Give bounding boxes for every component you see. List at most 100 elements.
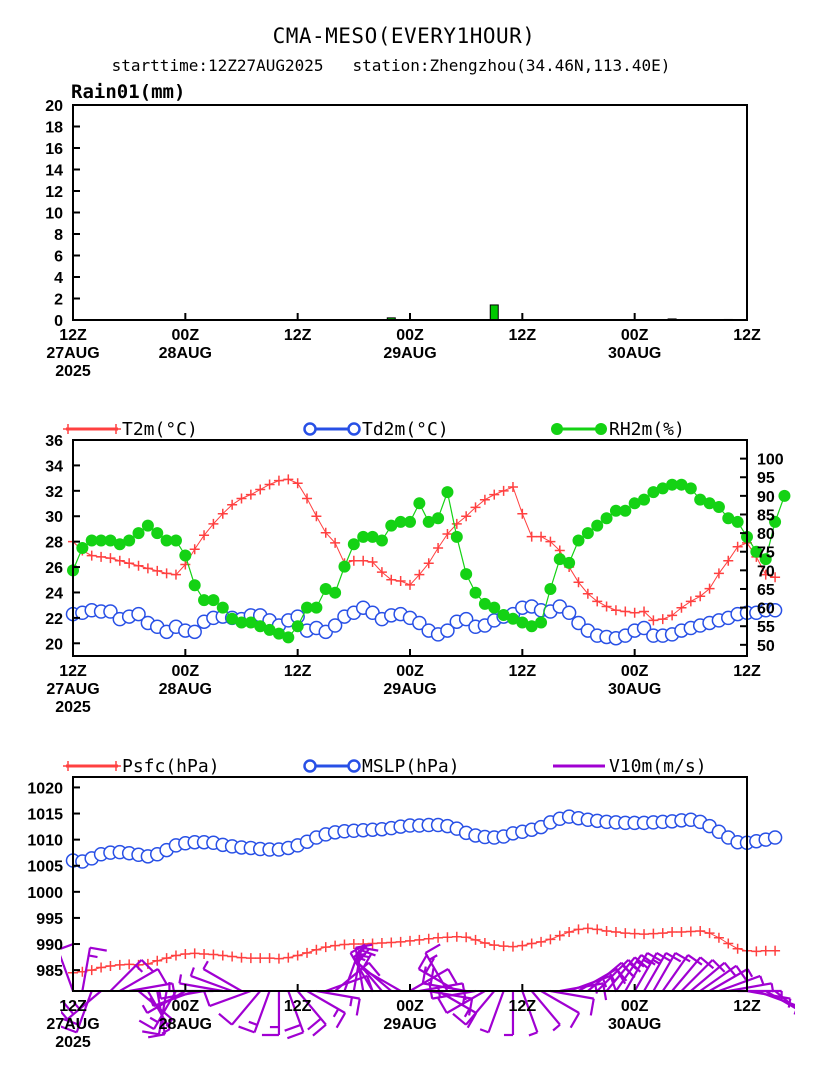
data-point [629, 928, 640, 939]
x-tick-label: 28AUG [159, 681, 212, 698]
data-point [395, 576, 406, 587]
y-tick-label: 36 [45, 433, 63, 450]
data-point [235, 616, 248, 629]
wind-barb [109, 959, 155, 992]
y-tick-label: 30 [45, 509, 63, 526]
data-point [723, 938, 734, 949]
data-point [394, 515, 407, 528]
data-point [601, 925, 612, 936]
barb-flag [135, 964, 144, 973]
data-point [536, 936, 547, 947]
data-point [620, 606, 631, 617]
data-point [291, 620, 304, 633]
wind-barb [680, 959, 726, 992]
data-point [423, 933, 434, 944]
data-point [750, 545, 763, 558]
y-tick-label: 1020 [27, 780, 63, 797]
x-tick-label: 00Z [621, 327, 649, 344]
wind-barb [452, 990, 496, 1026]
data-point [244, 616, 257, 629]
data-point [217, 508, 228, 519]
data-point [433, 543, 444, 553]
x-tick-label: 00Z [396, 327, 424, 344]
barb-flag [63, 1018, 80, 1026]
data-point [450, 530, 463, 543]
barb-flag [687, 954, 703, 966]
right-tick-label: 100 [757, 452, 784, 469]
x-tick-label: 12Z [509, 327, 537, 344]
barb-flag [140, 959, 155, 973]
barb-flag [674, 951, 691, 963]
data-point [628, 497, 641, 510]
data-point [330, 537, 341, 548]
legend-marker [303, 759, 317, 773]
barb-shaft [61, 954, 75, 992]
x-tick-label: 12Z [284, 663, 312, 680]
data-point [161, 953, 172, 964]
x-tick-label: 27AUG [46, 1016, 99, 1033]
barb-flag [147, 1033, 166, 1039]
data-point [676, 602, 687, 613]
barb-flag [356, 948, 370, 964]
data-point [273, 475, 284, 486]
data-point [769, 515, 782, 528]
barb-flag [746, 968, 754, 978]
data-point [188, 579, 201, 592]
x-tick-label: 30AUG [608, 345, 661, 362]
data-point [111, 424, 121, 434]
data-point [732, 943, 743, 954]
legend-label: Psfc(hPa) [122, 756, 220, 777]
barb-flag [284, 1023, 302, 1032]
data-point [264, 953, 275, 964]
barb-flag [355, 998, 361, 1016]
data-point [451, 518, 462, 529]
data-point [535, 616, 548, 629]
data-point [656, 482, 669, 495]
data-point [639, 606, 650, 617]
data-point [348, 555, 359, 566]
barb-flag [367, 962, 381, 977]
data-point [506, 612, 519, 625]
data-point [236, 952, 247, 963]
data-point [770, 572, 781, 583]
barb-shaft [699, 964, 737, 992]
data-point [582, 588, 593, 599]
wind-barb [661, 954, 703, 992]
wind-barb [178, 974, 223, 993]
data-point [327, 618, 343, 633]
data-point [767, 603, 783, 618]
y-tick-label: 8 [54, 227, 63, 244]
data-point [227, 951, 238, 962]
barb-shaft [146, 990, 171, 1030]
barb-flag [424, 957, 436, 974]
data-point [461, 511, 472, 522]
data-point [169, 534, 182, 547]
data-point [675, 478, 688, 491]
wind-barb [652, 951, 691, 992]
wind-barb [774, 990, 795, 1010]
data-point [564, 927, 575, 938]
wind-barb [61, 990, 102, 1021]
barb-shaft [316, 989, 360, 1000]
data-point [141, 519, 154, 532]
data-point [292, 950, 303, 961]
barb-flag [248, 1020, 258, 1026]
data-point [498, 485, 509, 496]
x-tick-label: 00Z [172, 327, 200, 344]
data-point [272, 627, 285, 640]
barb-flag [189, 967, 195, 977]
right-tick-label: 55 [757, 619, 775, 636]
data-point [152, 955, 163, 966]
data-point [581, 527, 594, 540]
wind-barbs [61, 942, 795, 1040]
data-point [561, 605, 577, 621]
data-point [245, 953, 256, 964]
x-tick-label: 00Z [621, 663, 649, 680]
data-point [460, 568, 473, 581]
data-point [731, 515, 744, 528]
legend-marker [551, 423, 563, 435]
data-point [404, 515, 416, 528]
barb-flag [287, 1031, 304, 1040]
data-point [376, 937, 387, 948]
data-point [703, 497, 716, 510]
